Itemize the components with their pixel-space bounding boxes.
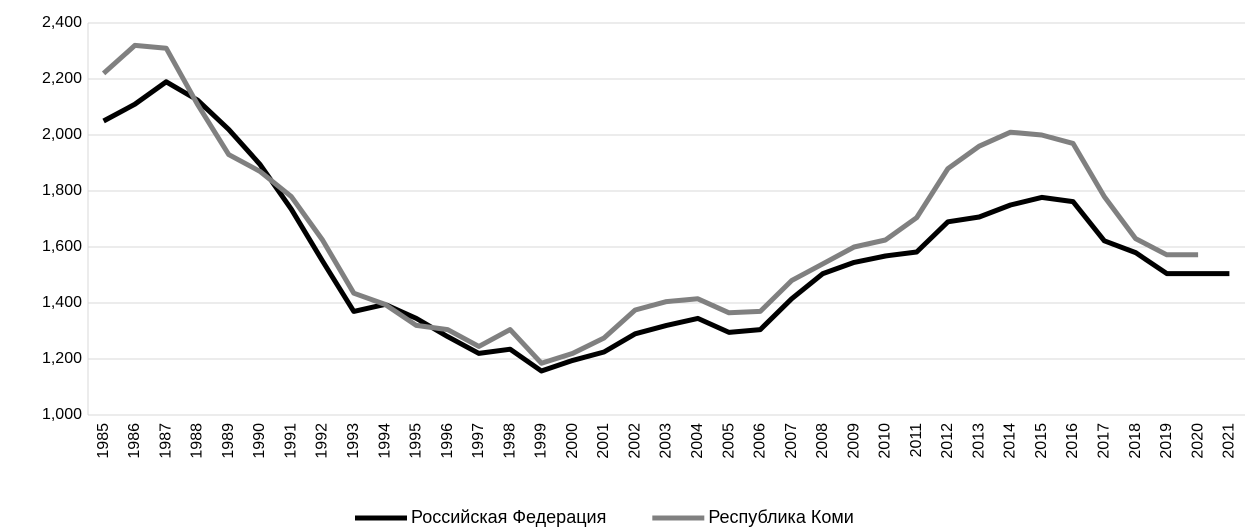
y-tick-label: 2,000 (42, 126, 82, 143)
x-tick-label: 2005 (720, 423, 737, 459)
x-tick-label: 1986 (126, 423, 143, 459)
x-tick-label: 2012 (939, 423, 956, 459)
x-tick-label: 2009 (845, 423, 862, 459)
x-tick-label: 2020 (1189, 423, 1206, 459)
x-tick-label: 1985 (95, 423, 112, 459)
x-tick-label: 2000 (564, 423, 581, 459)
x-tick-label: 1999 (533, 423, 550, 459)
y-tick-label: 1,600 (42, 238, 82, 255)
legend-label: Российская Федерация (411, 507, 606, 527)
x-tick-label: 1995 (408, 423, 425, 459)
x-tick-label: 2015 (1033, 423, 1050, 459)
y-tick-label: 2,400 (42, 14, 82, 31)
x-tick-label: 2002 (626, 423, 643, 459)
x-tick-label: 2007 (783, 423, 800, 459)
x-tick-label: 2011 (908, 423, 925, 458)
x-tick-label: 2016 (1064, 423, 1081, 459)
x-tick-label: 2019 (1158, 423, 1175, 459)
x-tick-label: 1996 (439, 423, 456, 459)
x-tick-label: 1994 (376, 423, 393, 459)
x-tick-label: 1992 (314, 423, 331, 459)
x-tick-label: 1991 (282, 423, 299, 459)
x-tick-label: 2013 (970, 423, 987, 459)
x-tick-label: 1989 (220, 423, 237, 459)
x-tick-label: 2008 (814, 423, 831, 459)
series-line (102, 79, 1230, 374)
x-tick-label: 2010 (877, 423, 894, 459)
legend-label: Республика Коми (708, 507, 853, 527)
x-tick-label: 2001 (595, 423, 612, 459)
x-tick-label: 2004 (689, 423, 706, 459)
x-tick-label: 2003 (658, 423, 675, 459)
x-tick-label: 2006 (752, 423, 769, 459)
x-tick-label: 2021 (1221, 423, 1238, 459)
x-tick-label: 2018 (1127, 423, 1144, 459)
x-tick-label: 1990 (251, 423, 268, 459)
x-tick-label: 1997 (470, 423, 487, 459)
x-tick-label: 1993 (345, 423, 362, 459)
x-tick-label: 2014 (1002, 423, 1019, 459)
series-line (101, 42, 1199, 366)
x-tick-label: 1987 (157, 423, 174, 459)
x-tick-label: 1998 (501, 423, 518, 459)
y-tick-label: 2,200 (42, 70, 82, 87)
y-tick-label: 1,000 (42, 406, 82, 423)
y-tick-label: 1,200 (42, 350, 82, 367)
x-tick-label: 2017 (1096, 423, 1113, 459)
y-tick-label: 1,800 (42, 182, 82, 199)
x-tick-label: 1988 (189, 423, 206, 459)
y-tick-label: 1,400 (42, 294, 82, 311)
